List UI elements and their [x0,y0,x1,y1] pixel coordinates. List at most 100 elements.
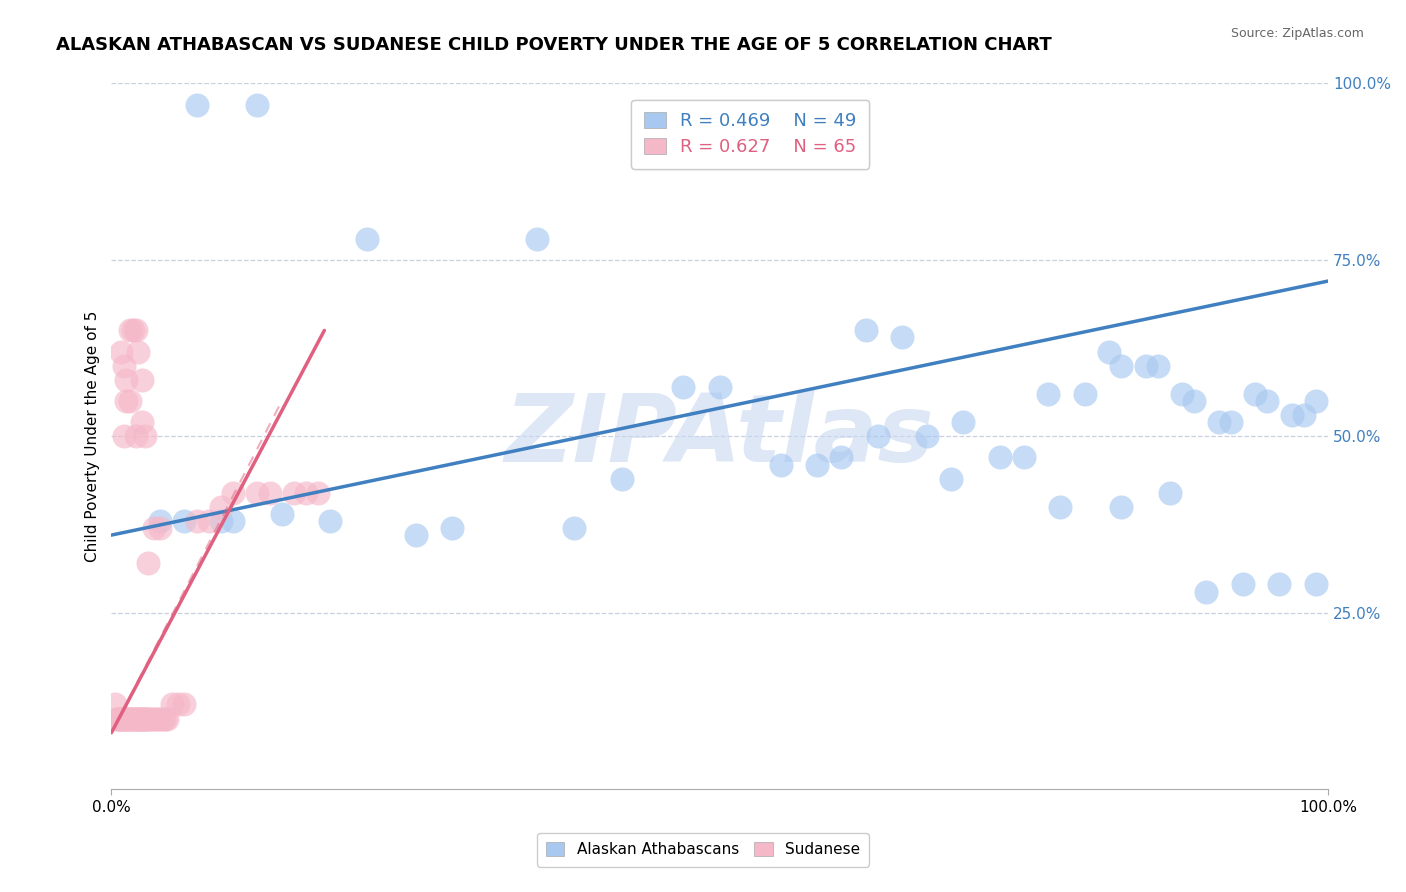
Point [1244,387,1267,401]
Legend: R = 0.469    N = 49, R = 0.627    N = 65: R = 0.469 N = 49, R = 0.627 N = 65 [631,100,869,169]
Point [125,712,148,726]
Point [769,458,792,472]
Point [988,450,1011,465]
Point [112,359,135,373]
Point [1292,408,1315,422]
Point [134,429,156,443]
Point [131,415,153,429]
Point [124,712,146,726]
Point [118,394,141,409]
Point [131,373,153,387]
Point [270,507,292,521]
Point [222,514,245,528]
Point [120,712,142,726]
Text: ALASKAN ATHABASCAN VS SUDANESE CHILD POVERTY UNDER THE AGE OF 5 CORRELATION CHAR: ALASKAN ATHABASCAN VS SUDANESE CHILD POV… [56,36,1052,54]
Point [259,485,281,500]
Point [209,514,232,528]
Point [112,712,135,726]
Point [672,380,695,394]
Point [127,344,149,359]
Point [149,521,172,535]
Point [1049,500,1071,514]
Point [136,557,159,571]
Point [295,485,318,500]
Point [1268,577,1291,591]
Point [866,429,889,443]
Point [186,97,208,112]
Point [112,429,135,443]
Point [405,528,427,542]
Point [146,712,169,726]
Point [246,485,269,500]
Point [562,521,585,535]
Point [132,712,155,726]
Point [134,712,156,726]
Point [149,514,172,528]
Point [125,429,148,443]
Point [143,521,166,535]
Point [152,712,174,726]
Point [173,698,195,712]
Point [1232,577,1254,591]
Point [129,712,152,726]
Y-axis label: Child Poverty Under the Age of 5: Child Poverty Under the Age of 5 [86,310,100,562]
Point [162,698,184,712]
Point [209,500,232,514]
Point [105,712,128,726]
Point [149,712,172,726]
Point [891,330,914,344]
Point [197,514,219,528]
Point [118,712,141,726]
Point [1256,394,1278,409]
Point [104,698,127,712]
Point [167,698,190,712]
Point [806,458,828,472]
Point [134,712,156,726]
Point [118,323,141,337]
Point [709,380,731,394]
Point [830,450,852,465]
Point [1171,387,1194,401]
Point [115,394,138,409]
Text: Source: ZipAtlas.com: Source: ZipAtlas.com [1230,27,1364,40]
Point [139,712,162,726]
Point [1012,450,1035,465]
Point [1135,359,1157,373]
Point [1159,485,1181,500]
Point [1111,359,1133,373]
Point [246,97,269,112]
Point [1098,344,1121,359]
Point [121,712,143,726]
Point [1074,387,1097,401]
Point [939,472,962,486]
Point [156,712,179,726]
Point [222,485,245,500]
Point [1146,359,1168,373]
Point [122,323,145,337]
Point [142,712,165,726]
Point [1219,415,1241,429]
Point [1038,387,1060,401]
Point [441,521,464,535]
Point [356,232,378,246]
Legend: Alaskan Athabascans, Sudanese: Alaskan Athabascans, Sudanese [537,833,869,866]
Text: ZIPAtlas: ZIPAtlas [505,391,935,483]
Point [110,344,132,359]
Point [117,712,139,726]
Point [115,373,138,387]
Point [107,712,129,726]
Point [153,712,176,726]
Point [855,323,877,337]
Point [131,712,153,726]
Point [1195,584,1218,599]
Point [915,429,938,443]
Point [307,485,329,500]
Point [1111,500,1133,514]
Point [612,472,634,486]
Point [526,232,548,246]
Point [143,712,166,726]
Point [127,712,149,726]
Point [108,712,131,726]
Point [1305,577,1327,591]
Point [135,712,157,726]
